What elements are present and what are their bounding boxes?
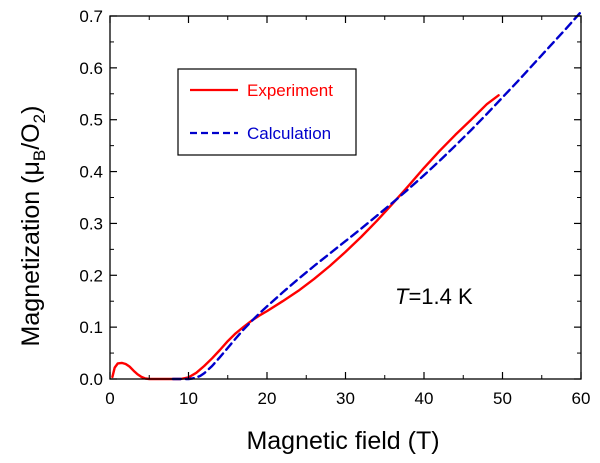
y-tick-label: 0.1: [79, 318, 103, 337]
y-tick-label: 0.4: [79, 163, 103, 182]
y-tick-label: 0.3: [79, 214, 103, 233]
y-axis-title-sub1: B: [30, 150, 49, 161]
annotation-italic: T: [395, 284, 410, 309]
y-axis-title-mu: μ: [17, 161, 45, 175]
tick-labels: 0 10 20 30 40 50 60 0.0 0.1 0.2 0.3 0.4 0.5 0.6 0.7: [79, 7, 590, 408]
y-axis-title-sub2: 2: [30, 114, 49, 123]
plot-area: [109, 10, 583, 381]
y-axis-title-main: Magnetization (: [17, 175, 45, 347]
x-tick-label: 20: [258, 389, 277, 408]
y-tick-label: 0.5: [79, 111, 103, 130]
x-tick-label: 60: [572, 389, 591, 408]
y-axis-title-close: ): [17, 106, 45, 114]
x-tick-label: 10: [179, 389, 198, 408]
series-line-calculation: [171, 10, 583, 381]
legend-label-calculation: Calculation: [247, 124, 331, 143]
annotation-rest: =1.4 K: [408, 284, 473, 309]
y-axis-title: Magnetization (μB/O2): [17, 106, 49, 347]
y-tick-label: 0.6: [79, 59, 103, 78]
legend: Experiment Calculation: [177, 68, 357, 156]
x-tick-label: 50: [493, 389, 512, 408]
x-tick-label: 0: [105, 389, 114, 408]
y-axis-title-slash: /O: [17, 123, 45, 149]
x-tick-label: 30: [336, 389, 355, 408]
temperature-annotation: T=1.4 K: [395, 284, 473, 309]
y-tick-label: 0.7: [79, 7, 103, 26]
legend-box: [177, 68, 357, 156]
x-axis-title: Magnetic field (T): [246, 427, 439, 455]
x-tick-label: 40: [415, 389, 434, 408]
axis-ticks: [109, 15, 582, 380]
legend-label-experiment: Experiment: [247, 81, 333, 100]
y-tick-label: 0.0: [79, 370, 103, 389]
y-tick-label: 0.2: [79, 266, 103, 285]
